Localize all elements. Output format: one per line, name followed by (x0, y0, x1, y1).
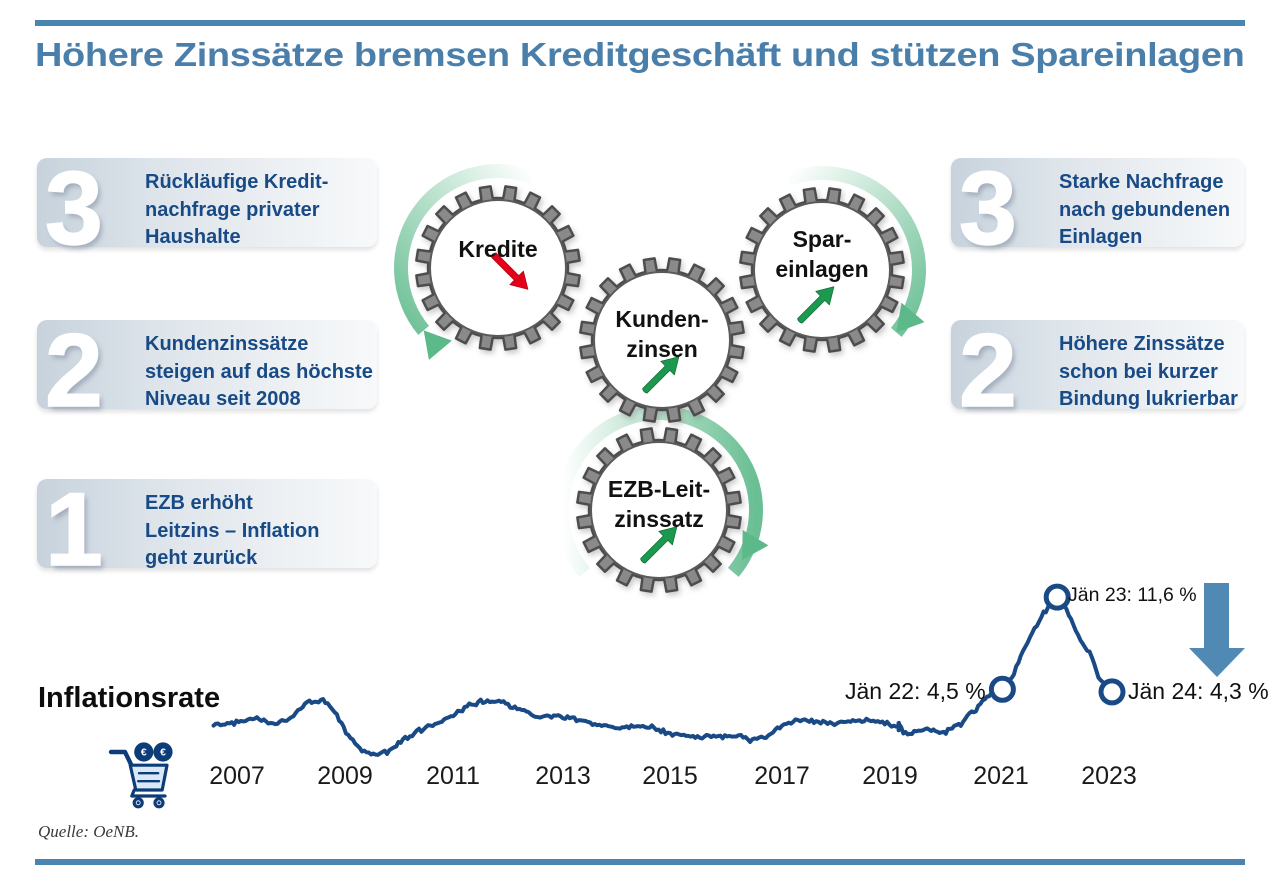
svg-text:Jän 24: 4,3 %: Jän 24: 4,3 % (1128, 678, 1269, 704)
svg-text:Jän 23: 11,6 %: Jän 23: 11,6 % (1068, 584, 1197, 606)
svg-text:Jän 22: 4,5 %: Jän 22: 4,5 % (845, 678, 986, 704)
